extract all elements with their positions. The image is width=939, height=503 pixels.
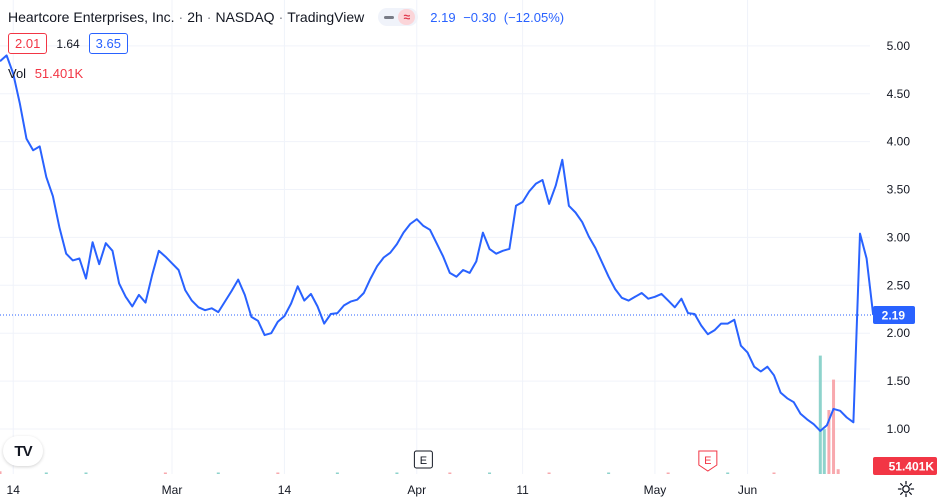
volume-bar xyxy=(395,472,399,474)
header-separator: · xyxy=(206,9,212,25)
volume-bar xyxy=(836,469,840,474)
interval-label[interactable]: 2h xyxy=(187,9,203,25)
volume-legend: Vol 51.401K xyxy=(8,66,83,81)
chart-style-toggle[interactable]: ≈ xyxy=(378,8,419,26)
earnings-marker-label: E xyxy=(704,455,711,467)
volume-bar xyxy=(276,472,280,474)
volume-badge xyxy=(873,457,937,475)
volume-bar xyxy=(44,472,48,474)
x-tick-label: Apr xyxy=(407,483,426,497)
company-name[interactable]: Heartcore Enterprises, Inc. xyxy=(8,9,175,25)
x-tick-label: 14 xyxy=(278,483,292,497)
spread-value: 1.64 xyxy=(56,36,80,51)
last-price: 2.19 xyxy=(430,9,456,25)
volume-bar xyxy=(666,472,670,474)
earnings-marker-icon xyxy=(413,450,433,469)
x-tick-label: 14 xyxy=(7,483,21,497)
x-tick-label: Jun xyxy=(738,483,757,497)
earnings-marker-label: E xyxy=(420,455,427,467)
last-price-badge xyxy=(873,306,915,325)
volume-bar xyxy=(827,410,831,474)
volume-bar xyxy=(488,472,492,474)
header-separator: · xyxy=(278,9,284,25)
wave-icon: ≈ xyxy=(398,9,416,25)
x-tick-label: 11 xyxy=(516,483,529,497)
logo-text: TV xyxy=(14,442,32,460)
y-tick-label: 4.00 xyxy=(887,135,911,149)
earnings-marker-icon xyxy=(698,450,718,472)
bid-box[interactable]: 2.01 xyxy=(8,33,48,54)
last-price-label: 2.19 xyxy=(882,309,906,323)
volume-bar xyxy=(84,472,88,474)
source-label: TradingView xyxy=(287,9,365,25)
price-line xyxy=(0,54,875,432)
volume-value: 51.401K xyxy=(34,66,84,81)
y-tick-label: 2.00 xyxy=(887,326,911,340)
volume-bar xyxy=(0,471,2,474)
grid-lines xyxy=(0,0,870,474)
volume-bar xyxy=(726,472,730,474)
price-change-pct: (−12.05%) xyxy=(503,9,565,25)
volume-bar xyxy=(216,472,220,474)
gear-icon[interactable] xyxy=(897,480,915,498)
y-tick-label: 1.50 xyxy=(887,374,911,388)
chart-header: Heartcore Enterprises, Inc. · 2h · NASDA… xyxy=(8,8,568,26)
volume-bar xyxy=(607,472,611,474)
y-tick-label: 4.50 xyxy=(887,87,911,101)
volume-bar xyxy=(818,355,822,474)
volume-bar xyxy=(448,472,452,474)
volume-label: Vol xyxy=(8,66,27,81)
y-tick-label: 1.00 xyxy=(887,422,911,436)
y-tick-label: 3.50 xyxy=(887,183,911,197)
volume-badge-label: 51.401K xyxy=(889,460,935,474)
volume-bar xyxy=(335,472,339,474)
tradingview-logo[interactable]: TV xyxy=(3,436,43,466)
volume-bar xyxy=(772,472,776,474)
exchange-label: NASDAQ xyxy=(215,9,275,25)
y-tick-label: 3.00 xyxy=(887,230,911,244)
y-tick-label: 2.50 xyxy=(887,278,911,292)
minus-icon xyxy=(384,16,395,19)
x-tick-label: Mar xyxy=(162,483,183,497)
volume-bar xyxy=(832,379,836,474)
volume-bar xyxy=(163,472,167,474)
price-change: −0.30 xyxy=(463,9,497,25)
volume-bar xyxy=(547,472,551,474)
x-tick-label: May xyxy=(644,483,667,497)
price-quote: 2.19 −0.30 (−12.05%) xyxy=(430,10,568,25)
quote-box-row: 2.01 1.64 3.65 xyxy=(8,33,128,54)
header-separator: · xyxy=(178,9,184,25)
y-tick-label: 5.00 xyxy=(887,39,911,53)
volume-bar xyxy=(822,429,826,474)
ask-box[interactable]: 3.65 xyxy=(88,33,128,54)
